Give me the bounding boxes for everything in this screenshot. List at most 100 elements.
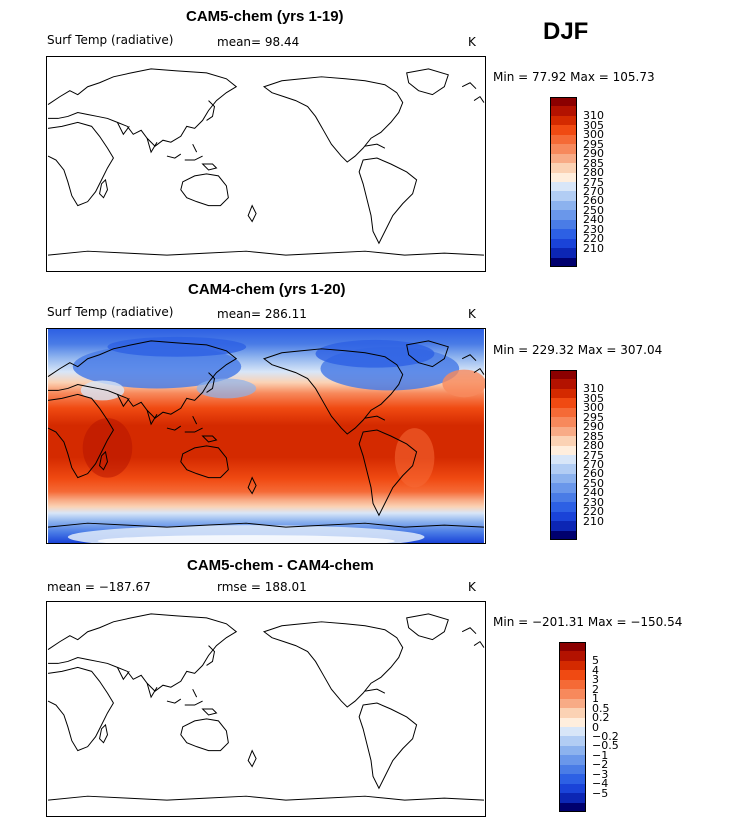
panel1-colorbar-label: 310 bbox=[583, 109, 604, 123]
coastline-segment bbox=[206, 100, 216, 121]
panel3-colorbar-swatch bbox=[559, 670, 586, 681]
panel2-colorbar-swatch bbox=[550, 502, 577, 513]
panel3-colorbar-swatch bbox=[559, 679, 586, 690]
panel1-colorbar-swatch bbox=[550, 219, 577, 230]
panel2-colorbar-swatch bbox=[550, 455, 577, 465]
panel3-colorbar-swatch bbox=[559, 698, 586, 709]
coastline-segment bbox=[364, 143, 386, 149]
panel3-colorbar-label: 0 bbox=[592, 720, 599, 734]
coastline-segment bbox=[206, 645, 216, 666]
panel3-colorbar: 5 4 3 2 1 0.5 0.2 0 −0.2 −0.5 −1 −2 −3 −4 −5 bbox=[559, 642, 629, 813]
panel1-colorbar-swatch bbox=[550, 97, 577, 107]
panel2-minmax: Min = 229.32 Max = 307.04 bbox=[493, 343, 663, 357]
panel3-colorbar-swatch bbox=[559, 689, 586, 700]
coastline-segment bbox=[47, 666, 115, 752]
panel2-colorbar-label: 250 bbox=[583, 476, 604, 490]
coastline-segment bbox=[166, 143, 218, 171]
panel3-coastlines bbox=[47, 613, 485, 801]
panel3-colorbar-swatch bbox=[559, 793, 586, 804]
coastline-segment bbox=[358, 702, 418, 790]
panel1-mean: mean= 98.44 bbox=[217, 35, 300, 49]
panel3-colorbar-label: −2 bbox=[592, 758, 609, 772]
panel2-variable: Surf Temp (radiative) bbox=[47, 305, 174, 319]
panel2-colorbar-swatch bbox=[550, 464, 577, 475]
panel1-colorbar-label: 250 bbox=[583, 203, 604, 217]
panel1-colorbar-swatch bbox=[550, 182, 577, 192]
coastline-segment bbox=[47, 250, 484, 256]
panel2-colorbar-label: 305 bbox=[583, 391, 604, 405]
panel3-colorbar-swatch bbox=[559, 783, 586, 794]
coastline-segment bbox=[166, 415, 218, 443]
panel1-minmax: Min = 77.92 Max = 105.73 bbox=[493, 70, 655, 84]
coastline-segment bbox=[116, 394, 158, 426]
panel1-colorbar-label: 295 bbox=[583, 137, 604, 151]
panel2-colorbar-swatch bbox=[550, 417, 577, 428]
panel2-colorbar-swatch bbox=[550, 379, 577, 390]
panel1-colorbar-swatch bbox=[550, 200, 577, 211]
panel2-colorbar: 310 305 300 295 290 285 280 275 270 260 250 240 230 2… bbox=[550, 370, 620, 541]
coastline-segment bbox=[99, 450, 109, 471]
panel1-colorbar-label: 280 bbox=[583, 166, 604, 180]
coastline-segment bbox=[364, 415, 386, 421]
coastline-segment bbox=[47, 340, 238, 419]
panel3-colorbar-label: 5 bbox=[592, 654, 599, 668]
panel1-coastlines bbox=[47, 68, 485, 256]
panel2-colorbar-swatch bbox=[550, 473, 577, 484]
panel2-colorbar-label: 295 bbox=[583, 410, 604, 424]
coastline-segment bbox=[47, 121, 115, 207]
panel3-colorbar-label: −4 bbox=[592, 777, 609, 791]
panel2-mean: mean= 286.11 bbox=[217, 307, 307, 321]
coastline-segment bbox=[47, 613, 238, 692]
coastline-segment bbox=[206, 372, 216, 393]
coastline-segment bbox=[247, 749, 257, 768]
panel2-colorbar-label: 210 bbox=[583, 514, 604, 528]
panel1-colorbar-label: 305 bbox=[583, 118, 604, 132]
panel1-colorbar-swatch bbox=[550, 125, 577, 136]
panel2-colorbar-label: 230 bbox=[583, 495, 604, 509]
panel3-colorbar-swatch bbox=[559, 717, 586, 728]
coastline-segment bbox=[406, 613, 449, 641]
panel1-colorbar-swatch bbox=[550, 229, 577, 240]
panel1-colorbar-label: 270 bbox=[583, 184, 604, 198]
panel2-colorbar-swatch bbox=[550, 370, 577, 380]
panel2-temperature-field bbox=[47, 329, 485, 543]
panel1-colorbar-swatch bbox=[550, 163, 577, 174]
panel3-colorbar-swatch bbox=[559, 745, 586, 756]
coastline-segment bbox=[180, 718, 229, 752]
panel3-colorbar-label: 0.2 bbox=[592, 711, 610, 725]
panel3-colorbar-swatch bbox=[559, 660, 586, 671]
panel3-colorbar-swatch bbox=[559, 736, 586, 747]
panel2-colorbar-label: 310 bbox=[583, 382, 604, 396]
panel1-colorbar-swatch bbox=[550, 172, 577, 183]
panel1-colorbar-label: 220 bbox=[583, 232, 604, 246]
panel1-colorbar-label: 290 bbox=[583, 147, 604, 161]
panel2-title: CAM4-chem (yrs 1-20) bbox=[188, 281, 346, 298]
panel3-colorbar-swatch bbox=[559, 802, 586, 813]
panel1-colorbar-swatch bbox=[550, 248, 577, 259]
panel2-colorbar-swatch bbox=[550, 436, 577, 447]
panel2-colorbar-swatch bbox=[550, 530, 577, 541]
panel2-map bbox=[46, 328, 486, 544]
coastline-segment bbox=[116, 122, 158, 154]
panel3-map bbox=[46, 601, 486, 817]
panel2-colorbar-swatch bbox=[550, 388, 577, 399]
panel3-units: K bbox=[468, 580, 476, 594]
coastline-segment bbox=[406, 68, 449, 96]
panel3-colorbar-label: 3 bbox=[592, 673, 599, 687]
panel2-colorbar-swatch bbox=[550, 407, 577, 418]
panel3-colorbar-label: −0.2 bbox=[592, 729, 619, 743]
panel3-rmse: rmse = 188.01 bbox=[217, 580, 307, 594]
coastline-segment bbox=[247, 476, 257, 495]
panel2-units: K bbox=[468, 307, 476, 321]
coastline-segment bbox=[406, 340, 449, 368]
coastline-segment bbox=[461, 82, 485, 103]
panel2-colorbar-swatch bbox=[550, 521, 577, 532]
panel2-colorbar-label: 280 bbox=[583, 439, 604, 453]
panel3-colorbar-swatch bbox=[559, 774, 586, 785]
coastline-segment bbox=[358, 157, 418, 245]
panel3-colorbar-label: 4 bbox=[592, 663, 599, 677]
panel2-colorbar-swatch bbox=[550, 511, 577, 522]
coastline-segment bbox=[47, 522, 484, 528]
coastline-segment bbox=[262, 76, 404, 163]
panel3-colorbar-swatch bbox=[559, 642, 586, 652]
